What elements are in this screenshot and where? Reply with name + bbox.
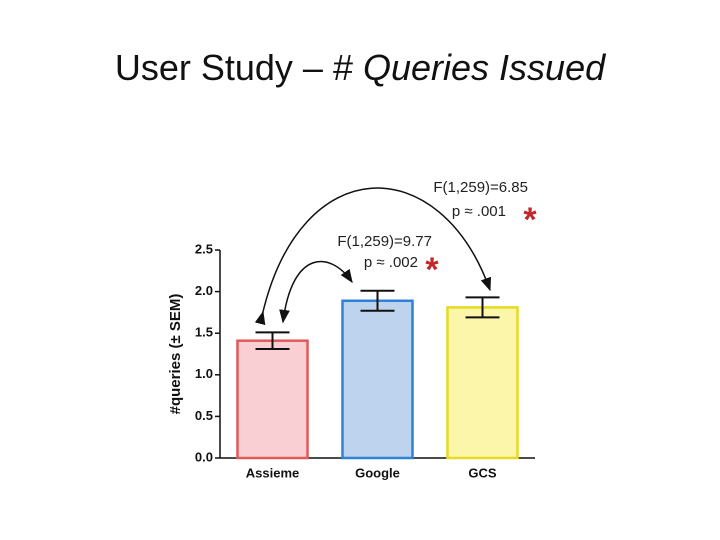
bar [446,306,519,460]
comparison-arrow [279,260,353,324]
x-tick-label: GCS [468,465,497,480]
title-italic: Queries Issued [363,47,606,88]
y-tick-label: 2.5 [195,241,213,256]
significance-star: * [523,201,537,239]
x-tick-label: Assieme [246,465,299,480]
y-tick-label: 0.5 [195,408,213,423]
error-bar [360,289,395,312]
slide-title: User Study – # Queries Issued [115,47,606,88]
y-tick-label: 1.5 [195,325,213,340]
p-value: p ≈ .002 [364,254,418,271]
stat-text: F(1,259)=9.77 [337,233,432,250]
y-tick-label: 0.0 [195,449,213,464]
bar [236,339,309,460]
bar [341,299,414,460]
error-bar [465,296,500,319]
significance-star: * [425,251,439,289]
y-tick-label: 1.0 [195,366,213,381]
p-value: p ≈ .001 [452,203,506,220]
x-tick-label: Google [355,465,400,480]
title-text: User Study – # [115,47,353,88]
error-bar [255,331,290,351]
stat-text: F(1,259)=6.85 [433,179,528,196]
comparison-arrow [261,187,491,317]
y-axis-label: #queries (± SEM) [167,294,184,415]
y-tick-label: 2.0 [195,283,213,298]
arrow-head [254,310,266,326]
